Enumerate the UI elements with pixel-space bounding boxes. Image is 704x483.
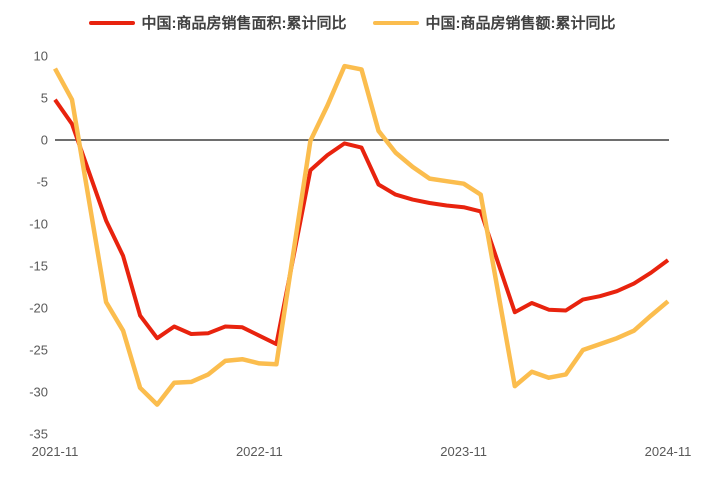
y-tick-label: -30 bbox=[29, 385, 48, 400]
y-tick-label: 10 bbox=[34, 49, 48, 64]
y-tick-label: -35 bbox=[29, 427, 48, 442]
x-tick-label: 2021-11 bbox=[32, 444, 79, 459]
y-tick-label: -10 bbox=[29, 217, 48, 232]
series-line-0 bbox=[53, 98, 670, 347]
x-tick-label: 2024-11 bbox=[645, 444, 692, 459]
series-line-1 bbox=[53, 63, 670, 407]
legend-swatch-red-line bbox=[88, 20, 135, 25]
legend-label-sales-amount: 中国:商品房销售额:累计同比 bbox=[425, 15, 616, 32]
legend-label-sales-area: 中国:商品房销售面积:累计同比 bbox=[141, 15, 347, 32]
x-tick-label: 2023-11 bbox=[440, 444, 487, 459]
y-tick-label: 5 bbox=[41, 91, 48, 106]
legend-item-sales-amount: 中国:商品房销售额:累计同比 bbox=[372, 12, 616, 33]
legend-item-sales-area: 中国:商品房销售面积:累计同比 bbox=[88, 12, 347, 33]
y-tick-label: -15 bbox=[29, 259, 48, 274]
y-tick-label: 0 bbox=[41, 133, 48, 148]
y-tick-label: -25 bbox=[29, 343, 48, 358]
y-tick-label: -5 bbox=[36, 175, 48, 190]
legend-swatch-yellow-line bbox=[372, 20, 419, 25]
x-tick-label: 2022-11 bbox=[236, 444, 283, 459]
y-tick-label: -20 bbox=[29, 301, 48, 316]
chart-legend: 中国:商品房销售面积:累计同比 中国:商品房销售额:累计同比 bbox=[0, 12, 704, 33]
